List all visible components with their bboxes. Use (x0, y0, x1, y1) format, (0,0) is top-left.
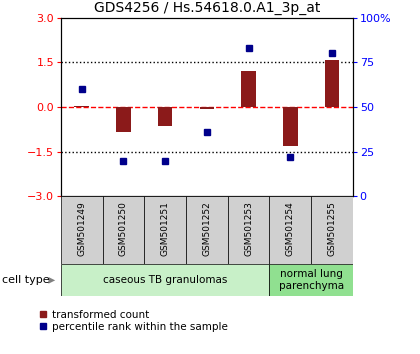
Text: GSM501252: GSM501252 (202, 201, 211, 256)
Bar (241, 71, 256, 107)
Text: GSM501253: GSM501253 (244, 201, 253, 256)
Bar (74, 105, 89, 107)
Bar (61, 264, 269, 296)
Text: GSM501250: GSM501250 (119, 201, 128, 256)
Bar (269, 196, 311, 264)
Bar (200, 107, 214, 109)
Text: GSM501249: GSM501249 (77, 201, 86, 256)
Bar (269, 264, 353, 296)
Text: cell type: cell type (2, 275, 50, 285)
Bar (116, 107, 131, 132)
Text: GSM501251: GSM501251 (161, 201, 170, 256)
Legend: transformed count, percentile rank within the sample: transformed count, percentile rank withi… (39, 310, 228, 332)
Bar (186, 196, 228, 264)
Text: GSM501254: GSM501254 (286, 201, 295, 256)
Bar (102, 196, 144, 264)
Text: caseous TB granulomas: caseous TB granulomas (103, 275, 227, 285)
Title: GDS4256 / Hs.54618.0.A1_3p_at: GDS4256 / Hs.54618.0.A1_3p_at (94, 1, 320, 15)
Bar (311, 196, 353, 264)
Text: normal lung
parenchyma: normal lung parenchyma (278, 269, 344, 291)
Bar (283, 107, 297, 147)
Bar (158, 107, 173, 126)
Bar (325, 60, 339, 107)
Text: GSM501255: GSM501255 (328, 201, 336, 256)
Bar (61, 196, 102, 264)
Bar (144, 196, 186, 264)
Bar (228, 196, 269, 264)
